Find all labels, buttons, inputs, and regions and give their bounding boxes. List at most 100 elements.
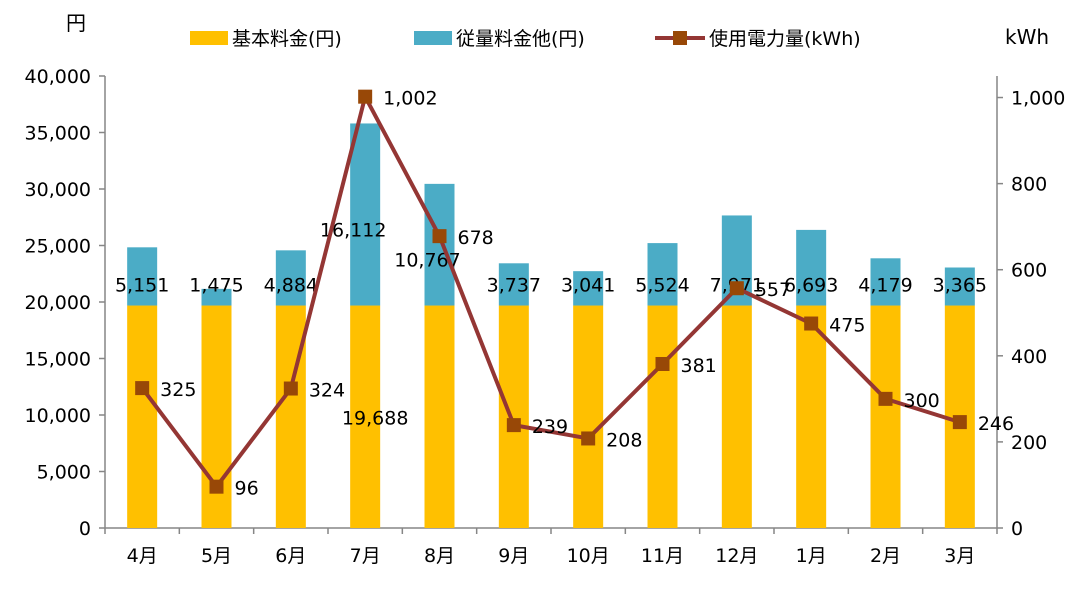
kwh-line-series — [135, 89, 967, 494]
x-tick-label: 5月 — [201, 545, 232, 567]
bar-data-label: 3,737 — [487, 275, 541, 297]
bar-base-fee — [275, 305, 306, 528]
x-tick-label: 7月 — [350, 545, 381, 567]
bar-data-label: 10,767 — [394, 250, 460, 272]
x-tick-label: 6月 — [275, 545, 306, 567]
bar-base-fee — [796, 305, 827, 528]
bar-base-fee — [127, 305, 158, 528]
x-tick-label: 9月 — [498, 545, 529, 567]
left-axis-unit: 円 — [66, 11, 86, 35]
bar-base-fee — [870, 305, 901, 528]
x-tick-label: 11月 — [641, 545, 684, 567]
kwh-marker — [878, 391, 893, 406]
bar-base-fee — [424, 305, 455, 528]
kwh-marker — [804, 316, 819, 331]
left-tick-label: 15,000 — [25, 349, 91, 371]
bar-usage-fee — [870, 258, 901, 306]
x-tick-label: 4月 — [127, 545, 158, 567]
kwh-data-label: 1,002 — [383, 88, 437, 110]
kwh-data-label: 239 — [532, 416, 568, 438]
bar-data-label: 4,179 — [858, 275, 912, 297]
kwh-data-labels: 325 96 324 1,002 678 239 208 381 557 475 300 246 — [160, 88, 1014, 500]
bar-usage-fee — [498, 263, 529, 306]
bar-usage-fee — [201, 288, 232, 306]
bar-data-label: 3,365 — [933, 275, 987, 297]
x-tick-label: 10月 — [567, 545, 610, 567]
left-tick-label: 10,000 — [25, 405, 91, 427]
bar-usage-fee — [573, 271, 604, 306]
bar-base-fee — [721, 305, 752, 528]
bar-data-labels: 5,151 1,475 4,884 16,112 10,767 3,737 3,041 5,5… — [115, 219, 987, 429]
right-tick-label: 1,000 — [1011, 88, 1065, 110]
bar-base-fee — [201, 305, 232, 528]
kwh-data-label: 324 — [309, 380, 345, 402]
bar-data-label: 6,693 — [784, 275, 838, 297]
kwh-marker — [952, 415, 967, 430]
kwh-marker — [432, 229, 447, 244]
bar-data-label: 1,475 — [189, 275, 243, 297]
legend: 基本料金(円) 従量料金他(円) 使用電力量(kWh) — [190, 28, 861, 50]
kwh-marker — [581, 431, 596, 446]
kwh-data-label: 96 — [235, 478, 259, 500]
bar-usage-fee — [944, 267, 975, 306]
bar-data-label: 4,884 — [264, 275, 318, 297]
bar-base-fee — [498, 305, 529, 528]
left-tick-label: 30,000 — [25, 179, 91, 201]
right-tick-label: 400 — [1011, 346, 1047, 368]
kwh-marker — [135, 381, 150, 396]
left-tick-label: 35,000 — [25, 123, 91, 145]
left-tick-label: 5,000 — [37, 462, 91, 484]
bar-data-label: 5,151 — [115, 275, 169, 297]
x-tick-label: 12月 — [715, 545, 758, 567]
kwh-data-label: 325 — [160, 379, 196, 401]
kwh-data-label: 300 — [904, 390, 940, 412]
kwh-marker — [729, 281, 744, 296]
base-fee-data-label: 19,688 — [342, 407, 408, 429]
right-tick-label: 200 — [1011, 432, 1047, 454]
right-axis-ticks: 0 200 400 600 800 1,000 — [997, 88, 1065, 540]
right-tick-label: 800 — [1011, 174, 1047, 196]
legend-marker-kwh — [673, 31, 687, 45]
bar-base-fee — [350, 305, 381, 528]
bar-base-fee — [573, 305, 604, 528]
left-tick-label: 0 — [79, 518, 91, 540]
bar-usage-fee — [424, 183, 455, 306]
kwh-data-label: 557 — [755, 279, 791, 301]
x-tick-label: 3月 — [944, 545, 975, 567]
legend-swatch-base-fee — [190, 31, 228, 45]
left-axis-ticks: 0 5,000 10,000 15,000 20,000 25,000 30,000 35,0… — [25, 66, 105, 540]
left-tick-label: 40,000 — [25, 66, 91, 88]
right-axis-unit: kWh — [1005, 25, 1049, 49]
bar-usage-fee — [275, 250, 306, 306]
right-tick-label: 0 — [1011, 518, 1023, 540]
kwh-data-label: 678 — [458, 227, 494, 249]
kwh-data-label: 475 — [829, 315, 865, 337]
kwh-marker — [283, 381, 298, 396]
bar-data-label: 5,524 — [635, 275, 689, 297]
kwh-data-label: 246 — [978, 413, 1014, 435]
bar-usage-fee — [127, 247, 158, 306]
x-tick-label: 8月 — [424, 545, 455, 567]
bar-usage-fee — [350, 123, 381, 306]
legend-label-base-fee: 基本料金(円) — [232, 28, 342, 50]
left-tick-label: 20,000 — [25, 292, 91, 314]
legend-swatch-usage-fee — [414, 31, 452, 45]
right-tick-label: 600 — [1011, 260, 1047, 282]
bar-base-fee — [647, 305, 678, 528]
x-axis-labels: 4月 5月 6月 7月 8月 9月 10月 11月 12月 1月 2月 3月 — [104, 528, 998, 567]
x-tick-label: 1月 — [796, 545, 827, 567]
kwh-line — [140, 94, 961, 489]
left-tick-label: 25,000 — [25, 236, 91, 258]
legend-label-usage-fee: 従量料金他(円) — [456, 28, 585, 50]
kwh-data-label: 208 — [606, 429, 642, 451]
kwh-marker — [358, 89, 373, 104]
kwh-marker — [209, 479, 224, 494]
bar-data-label: 16,112 — [320, 219, 386, 241]
legend-label-kwh: 使用電力量(kWh) — [709, 28, 861, 50]
kwh-marker — [506, 418, 521, 433]
x-tick-label: 2月 — [870, 545, 901, 567]
bar-data-label: 3,041 — [561, 275, 615, 297]
kwh-marker — [655, 356, 670, 371]
bar-usage-fee — [647, 243, 678, 306]
